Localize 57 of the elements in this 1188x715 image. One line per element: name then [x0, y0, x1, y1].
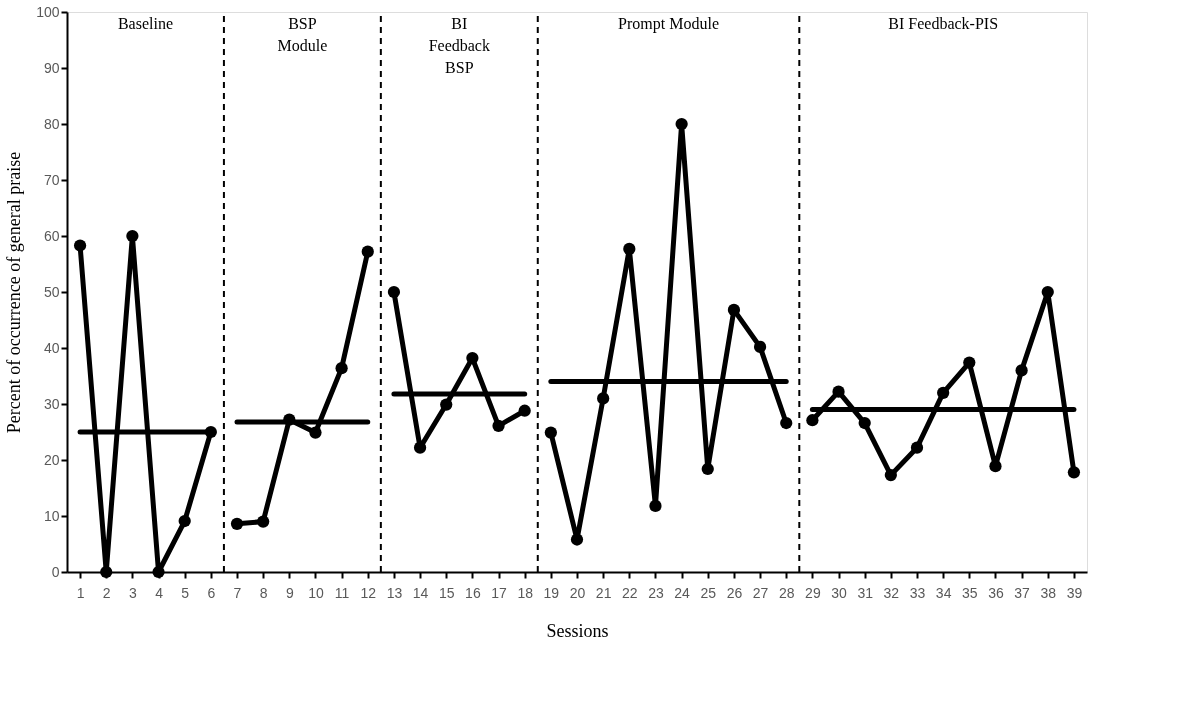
x-tick-label: 30	[831, 584, 848, 601]
x-tick-label: 33	[909, 584, 926, 601]
y-tick-label: 30	[43, 395, 60, 412]
x-tick-label: 20	[569, 584, 586, 601]
annotation: BI Feedback-PIS	[888, 15, 999, 32]
x-tick-label: 6	[207, 584, 216, 601]
x-tick-label: 35	[962, 584, 978, 601]
x-tick-label: 29	[805, 584, 821, 601]
y-axis-title: Percent of occurrence of general praise	[4, 151, 25, 434]
x-tick-label: 5	[181, 584, 190, 601]
x-tick-label: 25	[700, 584, 717, 601]
x-tick-label: 24	[674, 584, 691, 601]
y-tick-label: 100	[36, 3, 60, 20]
y-tick-label: 40	[43, 339, 60, 356]
x-tick-label: 32	[883, 584, 900, 601]
y-tick-label: 10	[43, 507, 60, 524]
x-tick-label: 1	[76, 584, 85, 601]
x-tick-label: 17	[491, 584, 508, 601]
x-axis-title: Sessions	[546, 620, 609, 641]
x-tick-label: 2	[102, 584, 111, 601]
annotation: BI Feedback BSP	[428, 15, 490, 76]
x-tick-label: 9	[285, 584, 294, 601]
x-tick-label: 10	[308, 584, 324, 601]
x-tick-label: 39	[1066, 584, 1083, 601]
x-tick-label: 31	[857, 584, 874, 601]
x-tick-label: 4	[155, 584, 164, 601]
y-tick-label: 60	[43, 227, 60, 244]
y-tick-label: 0	[51, 563, 60, 580]
y-tick-label: 50	[43, 283, 60, 300]
x-tick-label: 16	[465, 584, 481, 601]
x-tick-label: 37	[1014, 584, 1031, 601]
x-tick-label: 27	[752, 584, 769, 601]
x-tick-label: 12	[360, 584, 377, 601]
x-tick-label: 36	[988, 584, 1004, 601]
x-tick-label: 11	[334, 584, 350, 601]
x-tick-label: 19	[543, 584, 560, 601]
y-tick-label: 80	[43, 115, 60, 132]
y-tick-label: 20	[43, 451, 60, 468]
x-tick-label: 8	[259, 584, 268, 601]
x-tick-label: 15	[438, 584, 455, 601]
annotation: BSP Module	[277, 15, 328, 54]
x-tick-label: 14	[412, 584, 429, 601]
x-tick-label: 7	[233, 584, 242, 601]
x-tick-label: 13	[386, 584, 403, 601]
y-tick-label: 90	[43, 59, 60, 76]
x-tick-label: 21	[595, 584, 612, 601]
x-tick-label: 38	[1040, 584, 1057, 601]
x-tick-label: 26	[726, 584, 743, 601]
annotation: Baseline	[117, 15, 174, 32]
x-tick-label: 23	[648, 584, 664, 601]
annotation: Prompt Module	[618, 15, 719, 33]
x-tick-label: 18	[517, 584, 534, 601]
x-tick-label: 34	[935, 584, 952, 601]
y-tick-label: 70	[43, 171, 60, 188]
x-tick-label: 22	[622, 584, 638, 601]
x-tick-label: 28	[778, 584, 795, 601]
x-tick-label: 3	[128, 584, 137, 601]
